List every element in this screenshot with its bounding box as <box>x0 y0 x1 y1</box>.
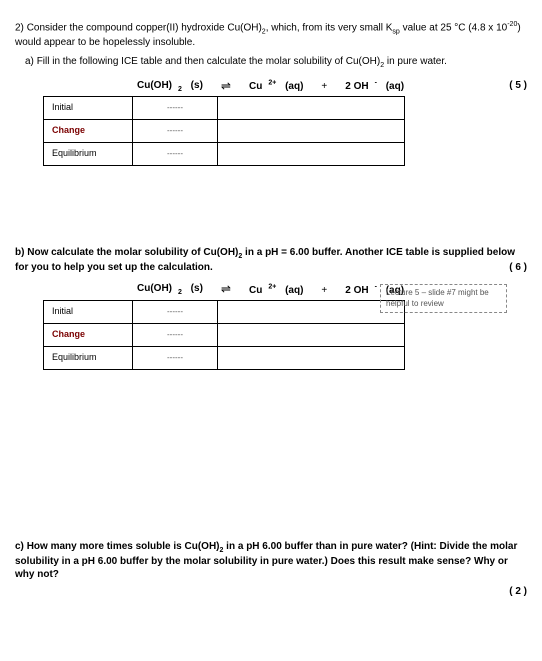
table-row: Change------ <box>44 323 405 346</box>
part-b-points: ( 6 ) <box>509 261 527 274</box>
table-row: Change------ <box>44 120 405 143</box>
question-number: 2) <box>15 22 24 33</box>
ice-table-b: Initial------ Change------ Equilibrium--… <box>43 300 405 370</box>
part-b: b) Now calculate the molar solubility of… <box>15 246 527 274</box>
part-c: c) How many more times soluble is Cu(OH)… <box>15 540 527 585</box>
table-row: Equilibrium------ <box>44 143 405 166</box>
stem-text-1: Consider the compound copper(II) hydroxi… <box>27 22 262 33</box>
hint-box: Lecture 5 – slide #7 might be helpful to… <box>380 284 507 313</box>
table-row: Equilibrium------ <box>44 346 405 369</box>
equilibrium-arrow: ⇌ <box>221 79 231 95</box>
table-row: Initial------ <box>44 97 405 120</box>
equilibrium-equation: Cu(OH)2 (s) ⇌ Cu2+ (aq) + 2 OH- (aq) <box>125 79 509 95</box>
part-c-label: c) <box>15 541 24 552</box>
question-stem: 2) Consider the compound copper(II) hydr… <box>15 20 527 49</box>
ice-table-a: Initial------ Change------ Equilibrium--… <box>43 96 405 166</box>
part-a-points: ( 5 ) <box>509 79 527 92</box>
part-c-points: ( 2 ) <box>509 585 527 598</box>
part-a-label: a) <box>25 56 34 67</box>
part-b-label: b) <box>15 247 24 258</box>
table-row: Initial------ <box>44 300 405 323</box>
part-a: a) Fill in the following ICE table and t… <box>25 55 527 70</box>
